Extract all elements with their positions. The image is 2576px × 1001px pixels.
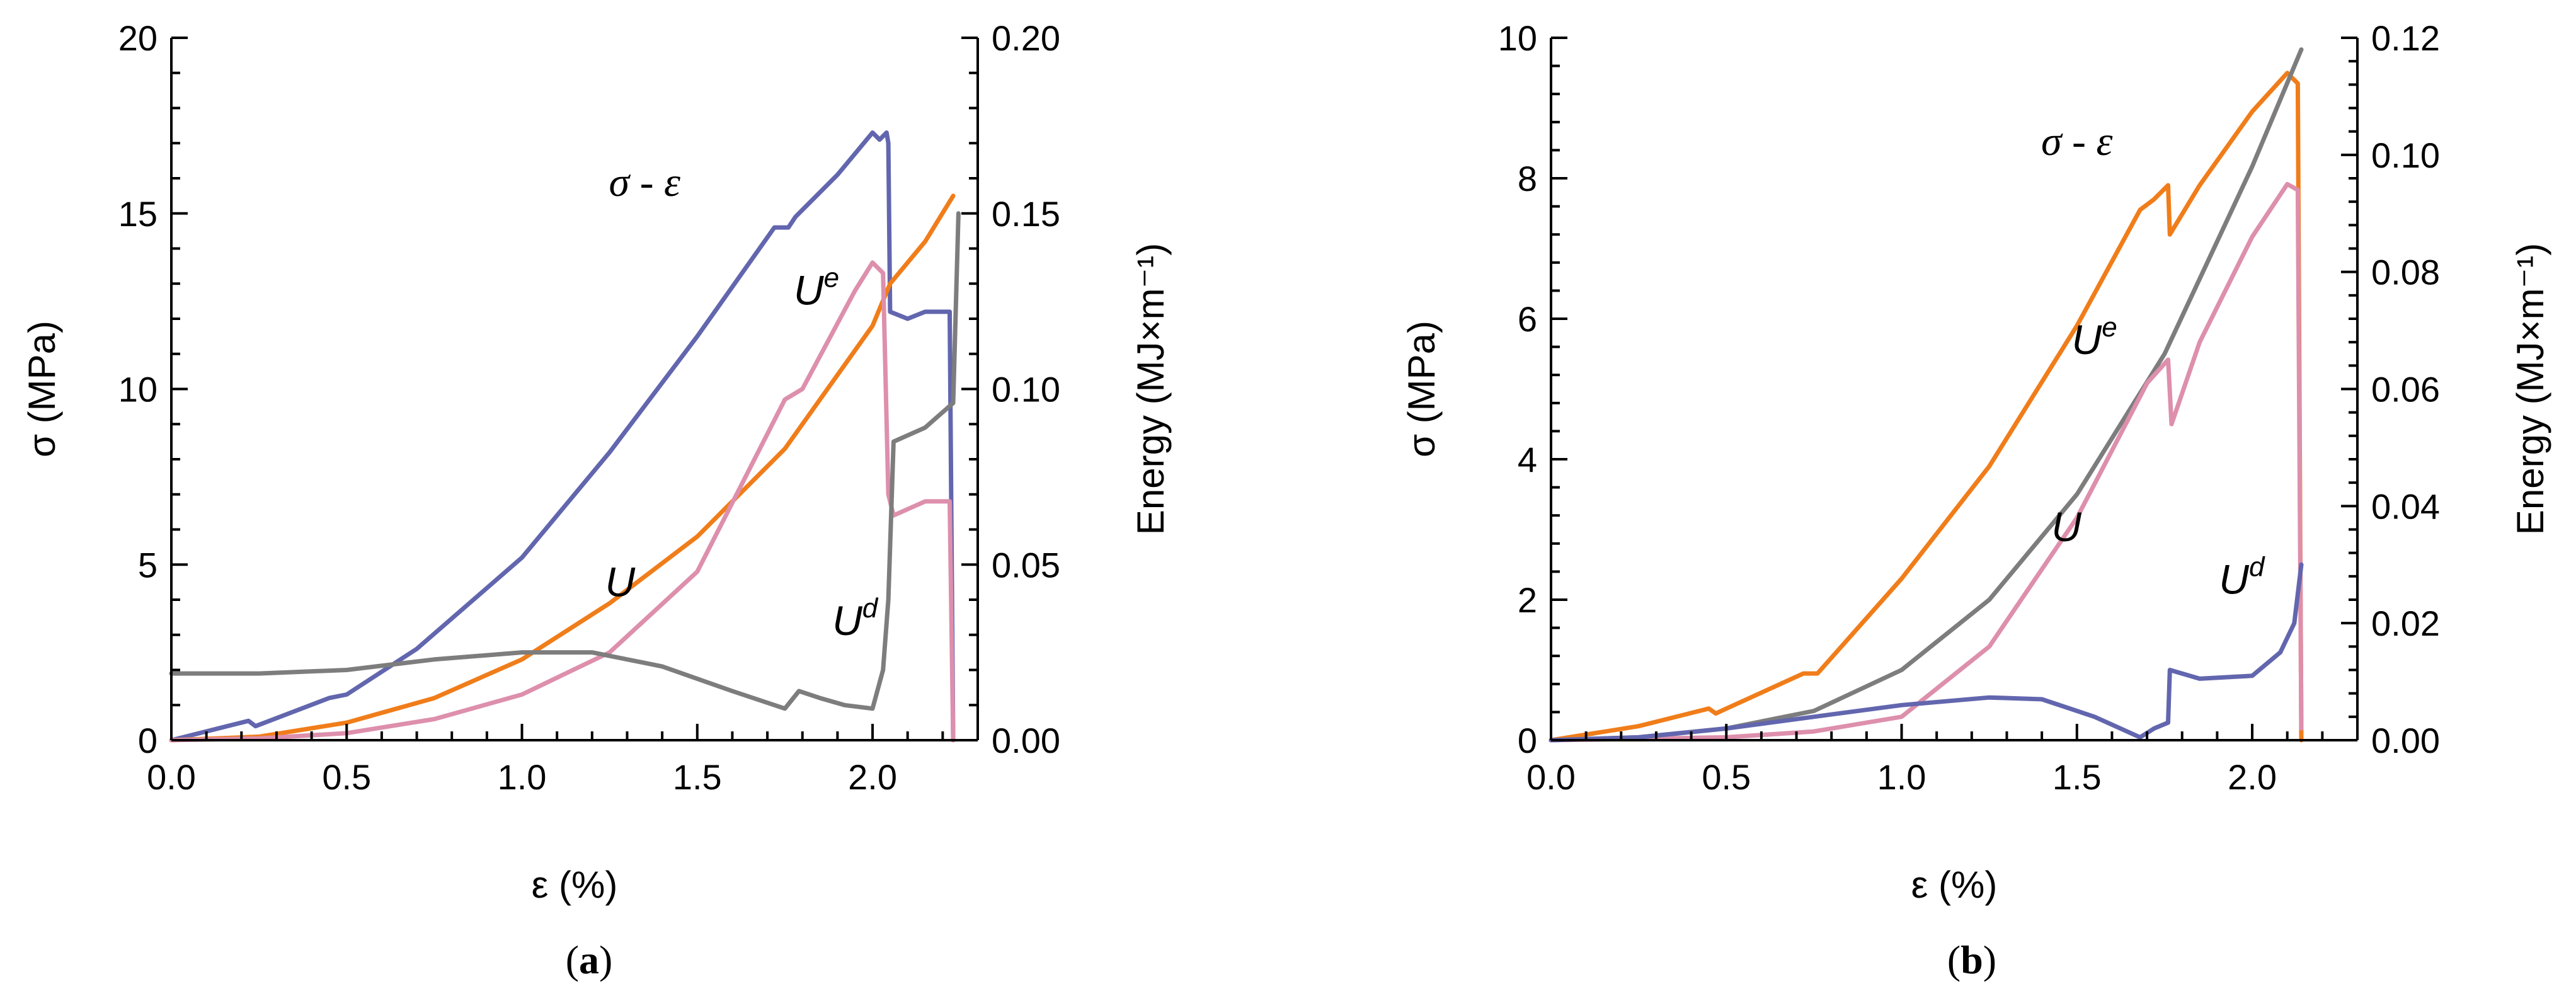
curve-label-text: U <box>2051 503 2081 550</box>
curve-label-u: U <box>2051 503 2081 550</box>
y2-tick-label: 0.15 <box>992 194 1060 234</box>
y-axis-title: σ (MPa) <box>21 321 63 457</box>
series-line-ud-3 <box>1548 562 2304 743</box>
panel-tag: (a) <box>566 937 613 982</box>
y-tick-label: 2 <box>1518 580 1537 620</box>
y-tick-label: 4 <box>1518 440 1537 479</box>
panel-tag: (b) <box>1947 937 1996 982</box>
x-tick-label: 1.0 <box>498 757 547 797</box>
panel-tag-close: ) <box>599 937 612 982</box>
curve-label-text: U <box>2219 556 2249 603</box>
y-tick-label: 0 <box>1518 721 1537 760</box>
y2-axis-title: Energy (MJ×m⁻¹) <box>1130 243 1172 535</box>
y2-tick-label: 0.02 <box>2371 603 2440 643</box>
curve-label-superscript: d <box>862 593 879 624</box>
x-axis-title: ε (%) <box>1911 864 1998 906</box>
y2-tick-label: 0.06 <box>2371 370 2440 409</box>
panel-tag-letter: a <box>579 937 599 982</box>
series-line-u-1 <box>169 193 956 743</box>
y2-tick-label: 0.04 <box>2371 486 2440 526</box>
curve-label-text: U <box>794 267 824 314</box>
panel-tag-open: ( <box>566 937 579 982</box>
x-tick-label: 0.0 <box>147 757 196 797</box>
y2-tick-label: 0.00 <box>2371 721 2440 760</box>
curve-label-text: U <box>605 558 636 605</box>
y2-tick-label: 0.05 <box>992 545 1060 585</box>
x-tick-label: 0.5 <box>322 757 371 797</box>
series-line--0 <box>169 130 956 743</box>
series-line-u-1 <box>1548 47 2304 743</box>
series-line-ud-3 <box>169 211 961 711</box>
curve-label-ud: Ud <box>2219 552 2265 603</box>
y-tick-label: 15 <box>118 194 157 234</box>
x-tick-label: 1.0 <box>1877 757 1926 797</box>
series-line-ue-2 <box>1548 181 2304 743</box>
curve-label-text: σ - ε <box>2041 118 2113 164</box>
x-tick-label: 0.0 <box>1526 757 1576 797</box>
series-line--0 <box>1548 71 2304 743</box>
curve-label-text: σ - ε <box>609 159 681 205</box>
panel-tag-close: ) <box>1983 937 1996 982</box>
y2-tick-label: 0.12 <box>2371 18 2440 58</box>
y-tick-label: 20 <box>118 18 157 58</box>
panel-tag-open: ( <box>1947 937 1961 982</box>
panel-b: 0.0 0.5 1.0 1.5 2.0 0 2 4 6 8 10 0.00 0.02 0.04 0.06 0.… <box>1400 18 2551 982</box>
y-tick-label: 0 <box>138 721 157 760</box>
x-tick-label: 1.5 <box>2052 757 2102 797</box>
x-tick-label: 2.0 <box>848 757 897 797</box>
curve-label-sigma: σ - ε <box>609 159 681 205</box>
y2-tick-label: 0.20 <box>992 18 1060 58</box>
y-tick-label: 8 <box>1518 159 1537 198</box>
curve-label-ud: Ud <box>832 593 879 644</box>
curve-label-text: U <box>2072 316 2102 363</box>
y2-tick-label: 0.00 <box>992 721 1060 760</box>
y-tick-label: 10 <box>1498 18 1537 58</box>
x-tick-label: 0.5 <box>1702 757 1751 797</box>
series-line-ue-2 <box>169 260 956 743</box>
x-axis-title: ε (%) <box>532 864 618 906</box>
x-tick-label: 2.0 <box>2228 757 2277 797</box>
y2-tick-label: 0.10 <box>2371 135 2440 175</box>
curve-label-u: U <box>605 558 636 605</box>
y-tick-label: 6 <box>1518 299 1537 339</box>
panel-a: 0.0 0.5 1.0 1.5 2.0 0 5 10 15 20 0.00 0.05 0.10 0.15 0… <box>21 18 1172 982</box>
y2-tick-label: 0.10 <box>992 370 1060 409</box>
panel-tag-letter: b <box>1961 937 1983 982</box>
curve-label-superscript: e <box>824 263 839 294</box>
curve-label-ue: Ue <box>794 263 839 314</box>
curve-label-ue: Ue <box>2072 312 2117 363</box>
y-tick-label: 10 <box>118 370 157 409</box>
curve-label-text: U <box>832 597 862 644</box>
y2-axis-title: Energy (MJ×m⁻¹) <box>2509 243 2551 535</box>
curve-label-superscript: d <box>2249 552 2265 583</box>
x-tick-label: 1.5 <box>673 757 722 797</box>
y-tick-label: 5 <box>138 545 157 585</box>
y2-tick-label: 0.08 <box>2371 253 2440 292</box>
y-axis-title: σ (MPa) <box>1400 321 1443 457</box>
curve-label-superscript: e <box>2102 312 2117 343</box>
curve-label-sigma: σ - ε <box>2041 118 2113 164</box>
